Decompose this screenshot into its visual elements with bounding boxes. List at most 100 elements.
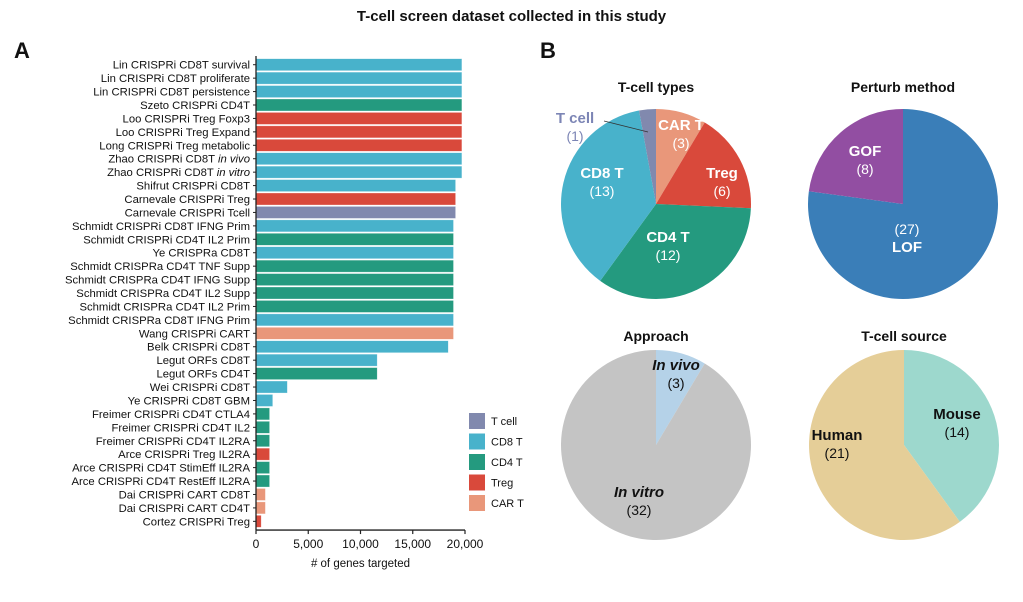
pie-slice-count: (1) [566,128,583,144]
bar [255,461,270,474]
bar-category-label: Zhao CRISPRi CD8T in vitro [107,167,250,179]
panel-label-b: B [540,38,556,63]
pie-slice-label: Treg [706,165,738,182]
bar [255,71,463,85]
bar [255,407,270,421]
bar [255,286,454,300]
bar-category-label: Carnevale CRISPRi Treg [124,194,250,206]
bar [255,206,456,219]
pie-slice [600,204,751,299]
bar-category-label: Belk CRISPRi CD8T [147,342,250,354]
x-tick-label: 0 [253,537,260,551]
pie-slice [639,109,656,204]
pie-slice-label: CD4 T [646,229,689,246]
bar-category-label: Lin CRISPRi CD8T proliferate [101,73,250,85]
bar-category-label: Freimer CRISPRi CD4T CTLA4 [92,409,250,421]
bar [255,367,378,380]
bar-category-label: Schmidt CRISPRa CD4T IL2 Prim [79,301,250,313]
panel-label-a: A [14,38,30,63]
bar-category-label: Schmidt CRISPRi CD4T IL2 Prim [83,234,250,246]
pie-slice [561,110,656,281]
pie-slice [656,122,751,209]
bar [255,421,270,434]
pie-slice-label: GOF [849,143,882,160]
pie-title: T-cell types [618,79,694,95]
bar [255,58,463,72]
x-axis-label: # of genes targeted [311,558,410,570]
bar-category-label: Wei CRISPRi CD8T [150,382,250,394]
bar [255,313,454,327]
bar [255,259,454,273]
pie-slice-count: (27) [895,221,920,237]
bar [255,515,262,528]
pie-slice [904,350,1000,522]
bar [255,165,463,179]
pie-slice-count: (32) [627,502,652,518]
pie-title: T-cell source [861,328,947,344]
bar-category-label: Arce CRISPRi Treg IL2RA [118,449,250,461]
pie-title: Approach [623,328,688,344]
bar-category-label: Ye CRISPRi CD8T GBM [128,395,250,407]
pie-slice-label: Mouse [933,406,981,423]
x-tick-label: 15,000 [394,537,431,551]
pie-slice-count: (12) [656,247,681,263]
pie-slice [656,109,705,204]
x-tick-label: 10,000 [342,537,379,551]
bar [255,112,463,125]
bar-category-label: Freimer CRISPRi CD4T IL2 [111,422,250,434]
bar [255,98,463,112]
bar [255,353,378,367]
bar [255,219,454,233]
legend-swatch [469,433,485,450]
pie-slice-count: (14) [945,424,970,440]
bar [255,326,454,340]
bar-category-label: Legut ORFs CD8T [156,355,250,367]
legend-label: T cell [491,416,517,428]
bar-category-label: Schmidt CRISPRa CD4T TNF Supp [70,261,250,273]
bar [255,447,270,461]
bar-category-label: Arce CRISPRi CD4T RestEff IL2RA [71,476,250,488]
bar-category-label: Arce CRISPRi CD4T StimEff IL2RA [72,463,250,475]
pie-title: Perturb method [851,79,955,95]
figure-title: T-cell screen dataset collected in this … [356,8,667,25]
pie-slice [561,350,751,540]
pie-slice-label: CD8 T [580,165,623,182]
bar-category-label: Lin CRISPRi CD8T survival [113,60,250,72]
bar [255,246,454,260]
leader-line [603,120,649,133]
bar [255,474,270,488]
bar [255,192,456,206]
bar [255,232,454,246]
bar [255,125,463,139]
pie-slice-label: In vivo [652,357,700,374]
legend-label: CAR T [491,498,524,510]
legend-label: CD4 T [491,457,523,469]
bar [255,152,463,166]
bar-category-label: Szeto CRISPRi CD4T [140,100,250,112]
bar-category-label: Shifrut CRISPRi CD8T [136,181,250,193]
legend-label: Treg [491,478,513,490]
bar-category-label: Loo CRISPRi Treg Expand [116,127,250,139]
bar [255,85,463,98]
bar-category-label: Carnevale CRISPRi Tcell [125,207,250,219]
pie-slice-count: (3) [667,375,684,391]
pie-slice [809,350,960,540]
pie-slice-count: (8) [856,161,873,177]
bar-category-label: Schmidt CRISPRi CD8T IFNG Prim [72,221,250,233]
x-tick-label: 20,000 [447,537,484,551]
bar [255,138,463,152]
pie-slice-label: LOF [892,239,922,256]
pie-tcell-source: T-cell source Mouse(14) Human(21) [809,328,1000,540]
pie-slice-label: Human [812,427,863,444]
bar-category-label: Long CRISPRi Treg metabolic [99,140,250,152]
bar-category-label: Cortez CRISPRi Treg [143,516,250,528]
bar-category-label: Loo CRISPRi Treg Foxp3 [123,113,250,125]
bar [255,340,449,354]
bar-category-label: Lin CRISPRi CD8T persistence [93,87,250,99]
pie-slice [656,350,705,445]
pie-slice-count: (6) [713,183,730,199]
pie-slice-label: T cell [556,110,594,127]
bar [255,434,270,448]
bar-category-label: Dai CRISPRi CART CD4T [119,503,251,515]
bar-category-label: Dai CRISPRi CART CD8T [119,489,251,501]
